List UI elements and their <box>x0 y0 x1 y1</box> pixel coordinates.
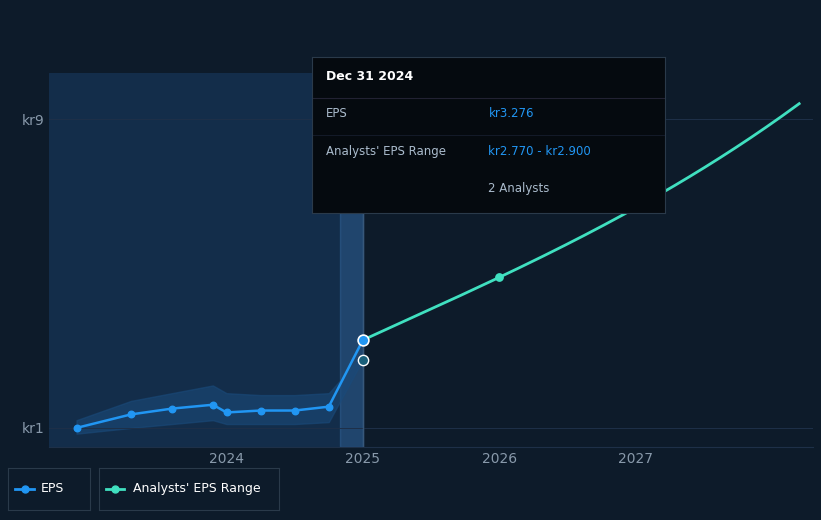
Point <box>493 273 506 281</box>
Point <box>125 410 138 419</box>
Point <box>629 204 642 212</box>
Point <box>108 485 122 493</box>
Point <box>220 408 233 417</box>
Text: Analysts' EPS Range: Analysts' EPS Range <box>133 483 260 495</box>
Text: kr2.770 - kr2.900: kr2.770 - kr2.900 <box>488 145 591 158</box>
Text: Analysts Forecasts: Analysts Forecasts <box>369 119 479 132</box>
Point <box>70 424 83 432</box>
Point <box>356 336 369 344</box>
Point <box>356 356 369 364</box>
Text: kr3.276: kr3.276 <box>488 107 534 120</box>
Point <box>322 402 335 411</box>
Text: Dec 31 2024: Dec 31 2024 <box>326 70 413 83</box>
Point <box>165 405 178 413</box>
Text: Actual: Actual <box>319 119 356 132</box>
Point <box>18 485 31 493</box>
Bar <box>49 73 363 447</box>
Text: EPS: EPS <box>326 107 348 120</box>
Point <box>288 406 301 414</box>
Bar <box>340 73 363 447</box>
Text: Analysts' EPS Range: Analysts' EPS Range <box>326 145 446 158</box>
Text: EPS: EPS <box>41 483 64 495</box>
Point <box>206 400 219 409</box>
Text: 2 Analysts: 2 Analysts <box>488 182 550 195</box>
Point <box>254 406 267 414</box>
